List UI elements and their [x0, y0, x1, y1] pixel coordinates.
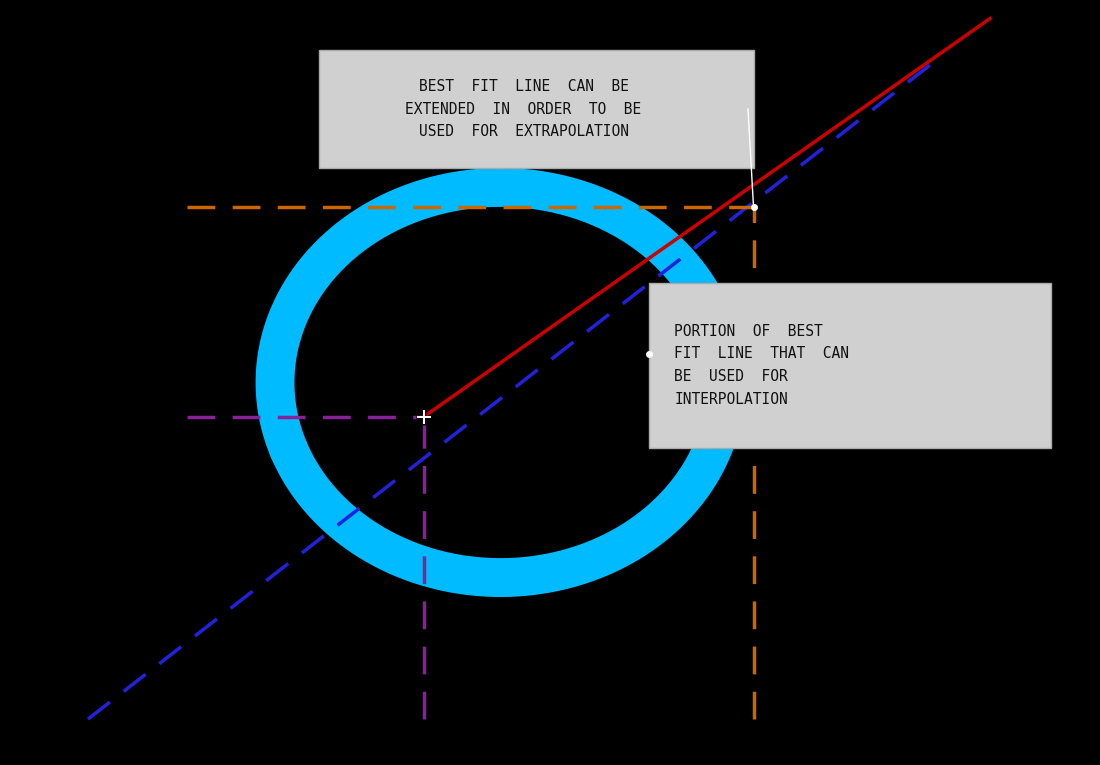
- FancyBboxPatch shape: [319, 50, 754, 168]
- Text: PORTION  OF  BEST
FIT  LINE  THAT  CAN
BE  USED  FOR
INTERPOLATION: PORTION OF BEST FIT LINE THAT CAN BE USE…: [674, 324, 849, 407]
- Text: BEST  FIT  LINE  CAN  BE
EXTENDED  IN  ORDER  TO  BE
USED  FOR  EXTRAPOLATION: BEST FIT LINE CAN BE EXTENDED IN ORDER T…: [406, 79, 641, 139]
- FancyBboxPatch shape: [649, 283, 1050, 448]
